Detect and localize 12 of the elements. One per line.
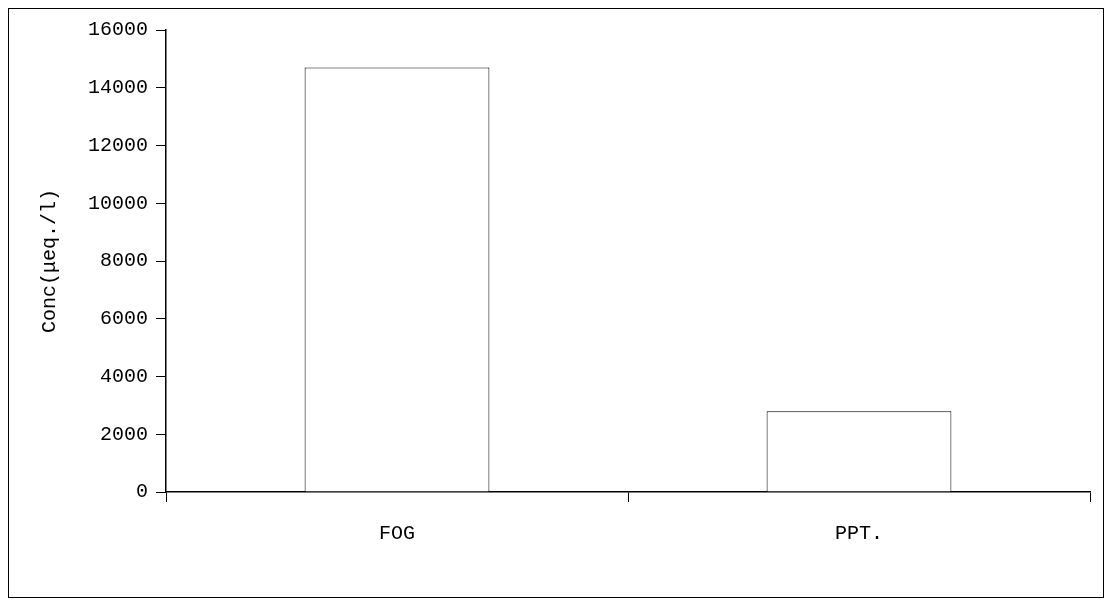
x-tick-label: PPT. <box>834 522 884 546</box>
y-tick-label: 6000 <box>99 307 149 331</box>
y-tick-label: 2000 <box>99 422 149 446</box>
y-tick-label: 8000 <box>99 249 149 273</box>
y-tick-label: 10000 <box>87 191 149 215</box>
x-tick-label: FOG <box>379 522 416 546</box>
y-tick-label: 4000 <box>99 364 149 388</box>
y-tick-label: 16000 <box>87 18 149 42</box>
y-axis-title: Conc(μeq./l) <box>38 188 62 334</box>
y-tick-label: 12000 <box>87 133 149 157</box>
y-tick-label: 0 <box>135 480 149 504</box>
y-tick-label: 14000 <box>87 76 149 100</box>
